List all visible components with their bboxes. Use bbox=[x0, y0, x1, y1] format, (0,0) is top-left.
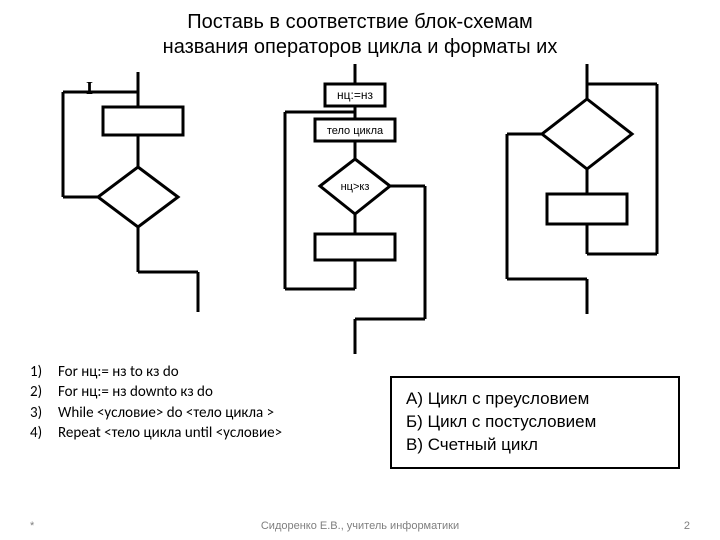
footer-star: * bbox=[30, 520, 34, 532]
answer-b: Б) Цикл с постусловием bbox=[406, 411, 664, 434]
diagrams-row: нц:=нз тело цикла нц>кз bbox=[0, 64, 720, 354]
answers-box: А) Цикл с преусловием Б) Цикл с постусло… bbox=[390, 376, 680, 469]
list-item: 2)For нц:= нз downto кз do bbox=[30, 382, 390, 402]
list-item: 4)Repeat <тело цикла until <условие> bbox=[30, 423, 390, 443]
footer-author: Сидоренко Е.В., учитель информатики bbox=[261, 520, 459, 532]
flowchart-2: нц:=нз тело цикла нц>кз bbox=[260, 64, 440, 354]
operator-list: 1)For нц:= нз to кз do 2)For нц:= нз dow… bbox=[30, 362, 390, 443]
footer: * Сидоренко Е.В., учитель информатики 2 bbox=[0, 520, 720, 532]
footer-page: 2 bbox=[684, 520, 690, 532]
title-line-1: Поставь в соответствие блок-схемам bbox=[40, 10, 680, 35]
roman-numeral: I bbox=[86, 78, 93, 99]
title-line-2: названия операторов цикла и форматы их bbox=[40, 35, 680, 60]
answer-a: А) Цикл с преусловием bbox=[406, 388, 664, 411]
flowchart-3 bbox=[487, 64, 677, 314]
list-item: 3)While <условие> do <тело цикла > bbox=[30, 403, 390, 423]
flowchart-1 bbox=[43, 72, 213, 312]
fc2-box2-label: тело цикла bbox=[327, 125, 384, 137]
fc2-box1-label: нц:=нз bbox=[337, 88, 373, 102]
list-item: 1)For нц:= нз to кз do bbox=[30, 362, 390, 382]
answer-c: В) Счетный цикл bbox=[406, 434, 664, 457]
fc2-diamond-label: нц>кз bbox=[341, 181, 370, 193]
